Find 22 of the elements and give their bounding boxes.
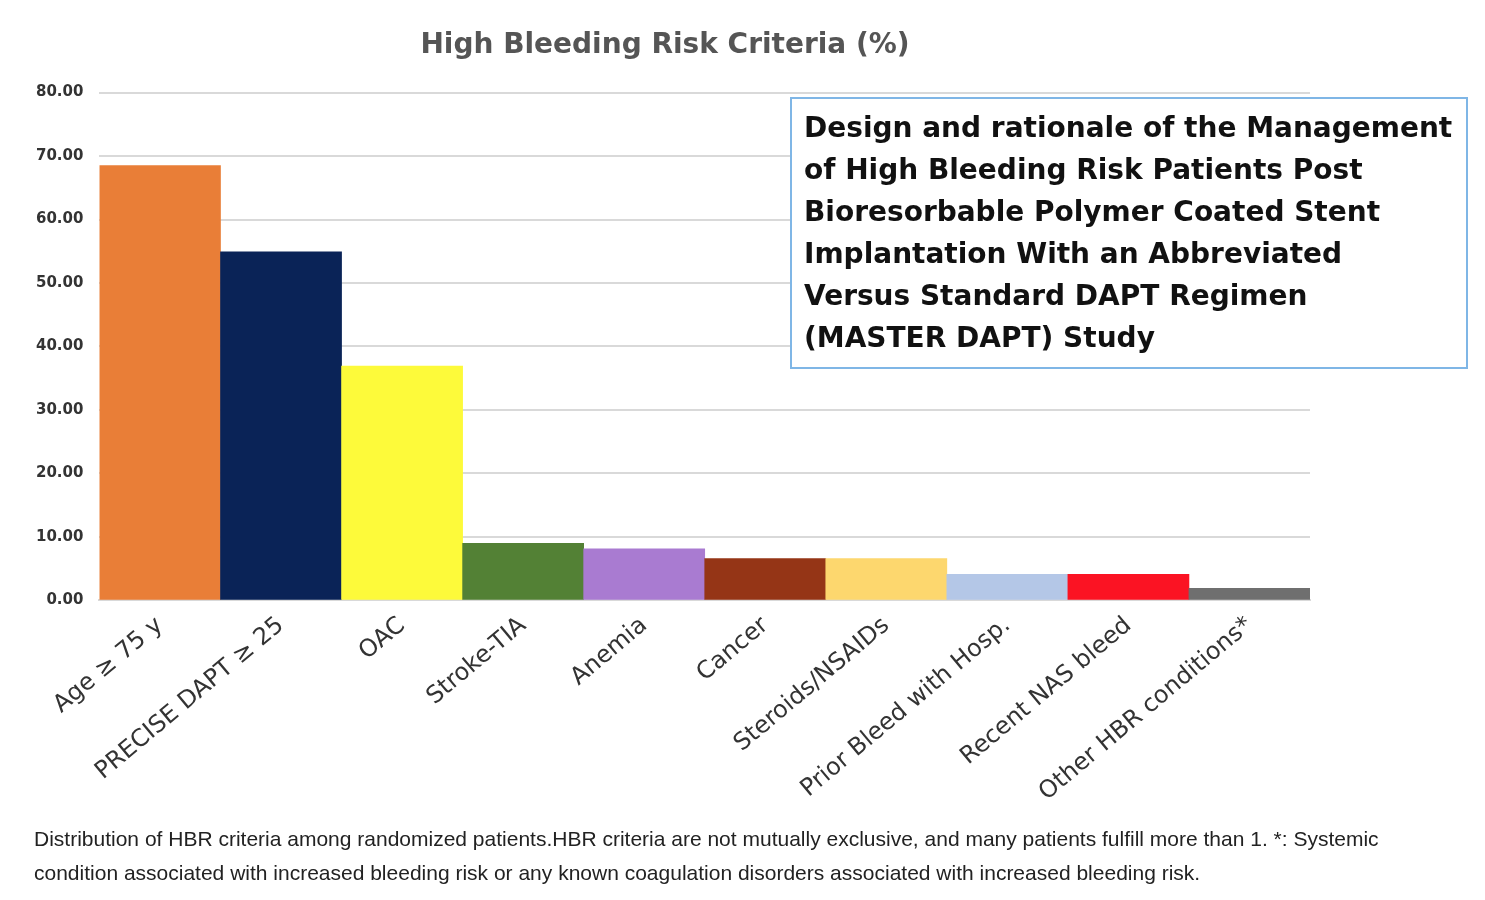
y-tick-label: 60.00 — [35, 209, 84, 228]
y-tick-label: 80.00 — [35, 82, 84, 101]
annotation: Design and rationale of the Management of High Bleeding Risk Patients Post Bioresorbable Polymer Coated Stent Implantation With an Abbreviated Versus Standard DAPT Regimen (MASTER DAPT) Study — [790, 97, 1468, 369]
bar — [462, 542, 584, 600]
bar — [583, 548, 706, 600]
bar — [946, 574, 1069, 600]
bar — [1067, 574, 1190, 600]
y-tick-label: 30.00 — [35, 399, 84, 418]
y-tick-label: 70.00 — [35, 145, 84, 164]
bar — [704, 558, 827, 600]
y-tick-label: 10.00 — [35, 526, 84, 545]
y-tick-label: 20.00 — [35, 463, 84, 482]
y-tick-label: 40.00 — [35, 336, 84, 355]
bar — [99, 165, 221, 600]
bar — [341, 365, 463, 600]
text: Distribution of HBR criteria among randomized patients.HBR criteria are not mutually exclusive, and many patients fulfill more than 1. *: Systemic condition associated with increased bleeding risk or any known coagulation disorders associated with increased bleeding risk. — [34, 826, 1380, 886]
bar — [220, 251, 342, 600]
bar — [825, 558, 948, 600]
y-tick-label: 50.00 — [35, 272, 84, 291]
chart-title: High Bleeding Risk Criteria (%) — [420, 27, 910, 61]
y-tick-label: 0.00 — [46, 590, 84, 609]
bar — [1188, 587, 1310, 600]
